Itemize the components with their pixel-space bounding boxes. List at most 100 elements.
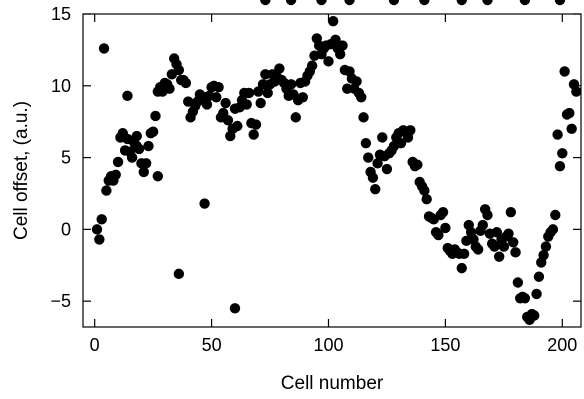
data-point	[290, 112, 301, 123]
data-point	[316, 0, 327, 6]
data-point	[547, 224, 559, 235]
data-point	[110, 169, 121, 181]
data-point	[412, 159, 423, 170]
data-point	[437, 206, 449, 218]
data-point	[330, 34, 341, 46]
data-point	[213, 82, 224, 93]
data-point	[201, 99, 213, 110]
data-point	[505, 206, 517, 218]
data-point	[482, 0, 493, 6]
data-point	[199, 198, 210, 209]
data-point	[405, 125, 416, 136]
data-point	[344, 0, 355, 6]
x-tick-label: 50	[202, 335, 222, 355]
y-tick-label: 0	[61, 219, 71, 239]
data-point	[498, 241, 510, 252]
data-point	[564, 107, 575, 119]
data-point	[552, 129, 563, 140]
data-point	[173, 268, 185, 280]
data-point	[571, 86, 582, 97]
data-point	[508, 237, 519, 248]
x-axis: 0 50 100 150 200	[90, 14, 577, 355]
data-point	[260, 0, 271, 6]
y-tick-label: 10	[51, 76, 71, 96]
data-point	[243, 87, 255, 99]
data-point	[554, 0, 566, 6]
y-axis-title: Cell offset, (a.u.)	[11, 101, 32, 240]
data-point	[122, 90, 133, 102]
data-point	[323, 56, 334, 67]
data-point	[220, 97, 231, 109]
data-point	[377, 132, 388, 143]
data-point	[327, 15, 339, 27]
data-point	[140, 158, 152, 169]
data-point	[540, 241, 552, 252]
data-point	[180, 77, 192, 89]
data-point	[138, 166, 149, 178]
data-point	[395, 138, 407, 149]
data-point	[533, 271, 545, 282]
data-point	[367, 172, 379, 183]
y-tick-label: 5	[61, 148, 71, 168]
data-point	[152, 171, 164, 182]
x-tick-label: 200	[547, 335, 577, 355]
data-point	[557, 148, 568, 159]
data-point	[519, 0, 531, 6]
x-tick-label: 100	[313, 335, 343, 355]
data-point	[519, 293, 531, 304]
data-point	[285, 0, 297, 6]
data-point	[419, 185, 430, 196]
data-point	[262, 87, 273, 99]
data-point	[351, 76, 362, 87]
data-point	[358, 112, 369, 123]
data-point	[489, 241, 500, 252]
data-point	[297, 92, 308, 103]
data-point	[126, 152, 138, 163]
x-tick-label: 0	[90, 335, 100, 355]
y-axis: 15 10 5 0 −5	[50, 4, 581, 311]
data-point	[173, 64, 185, 76]
data-point	[477, 219, 488, 231]
data-point	[255, 97, 266, 109]
data-point	[356, 92, 367, 103]
data-point	[458, 248, 470, 259]
data-point	[566, 123, 577, 135]
data-point	[370, 183, 381, 195]
data-point	[559, 66, 570, 77]
data-point	[241, 99, 252, 110]
data-point	[538, 250, 549, 261]
data-point	[510, 247, 521, 258]
data-point	[433, 229, 444, 241]
data-point	[101, 185, 112, 196]
data-point	[112, 156, 124, 168]
data-point	[133, 143, 145, 155]
data-point	[274, 63, 285, 74]
data-point	[229, 303, 241, 314]
data-point	[493, 251, 505, 262]
data-point	[456, 262, 467, 274]
data-point	[419, 0, 430, 6]
data-point	[248, 129, 259, 140]
data-point	[222, 115, 234, 126]
x-axis-title: Cell number	[281, 373, 384, 394]
data-point	[143, 140, 154, 152]
data-point	[96, 214, 107, 225]
data-point	[381, 163, 393, 175]
data-point	[337, 40, 348, 51]
y-tick-label: 15	[51, 4, 71, 24]
plot-frame	[82, 13, 582, 328]
data-point	[472, 244, 484, 255]
data-point	[306, 60, 318, 71]
data-point	[334, 49, 346, 60]
data-points	[91, 0, 582, 326]
data-point	[503, 228, 514, 239]
data-point	[91, 224, 103, 235]
data-point	[554, 160, 566, 172]
data-point	[372, 158, 383, 169]
data-point	[388, 0, 400, 6]
data-point	[150, 110, 161, 122]
data-point	[531, 288, 542, 300]
data-point	[98, 43, 110, 54]
data-point	[285, 79, 297, 90]
